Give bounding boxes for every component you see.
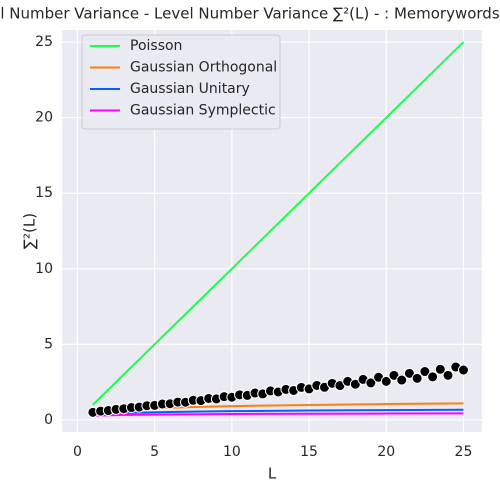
x-axis-label: L — [268, 465, 277, 483]
y-tick-label: 0 — [44, 412, 53, 428]
scatter-point — [442, 369, 454, 381]
legend-label: Gaussian Orthogonal — [130, 60, 277, 76]
legend-label: Gaussian Symplectic — [130, 103, 276, 119]
scatter-point — [411, 372, 423, 384]
scatter-point — [434, 363, 446, 375]
x-tick-label: 15 — [300, 444, 318, 460]
legend-box — [81, 34, 281, 130]
x-tick-label: 5 — [150, 444, 159, 460]
scatter-point — [427, 371, 439, 383]
scatter-point — [365, 377, 377, 389]
x-tick-label: 25 — [455, 444, 473, 460]
series-line — [92, 412, 464, 417]
series-line — [92, 41, 465, 406]
legend-label: Poisson — [130, 38, 182, 54]
scatter-point — [457, 364, 469, 376]
scatter-point — [403, 367, 415, 379]
y-tick-label: 5 — [44, 336, 53, 352]
chart-title: l Number Variance - Level Number Varianc… — [0, 5, 499, 23]
scatter-point — [380, 375, 392, 387]
x-tick-label: 20 — [377, 444, 395, 460]
scatter-point — [349, 378, 361, 390]
x-tick-label: 10 — [223, 444, 241, 460]
scatter-point — [419, 366, 431, 378]
y-tick-label: 20 — [35, 110, 53, 126]
scatter-point — [396, 374, 408, 386]
y-tick-label: 15 — [35, 185, 53, 201]
y-tick-label: 10 — [35, 261, 53, 277]
y-tick-label: 25 — [35, 34, 53, 50]
x-tick-label: 0 — [73, 444, 82, 460]
legend-label: Gaussian Unitary — [130, 81, 250, 97]
y-axis-label: ∑²(L) — [21, 213, 39, 249]
